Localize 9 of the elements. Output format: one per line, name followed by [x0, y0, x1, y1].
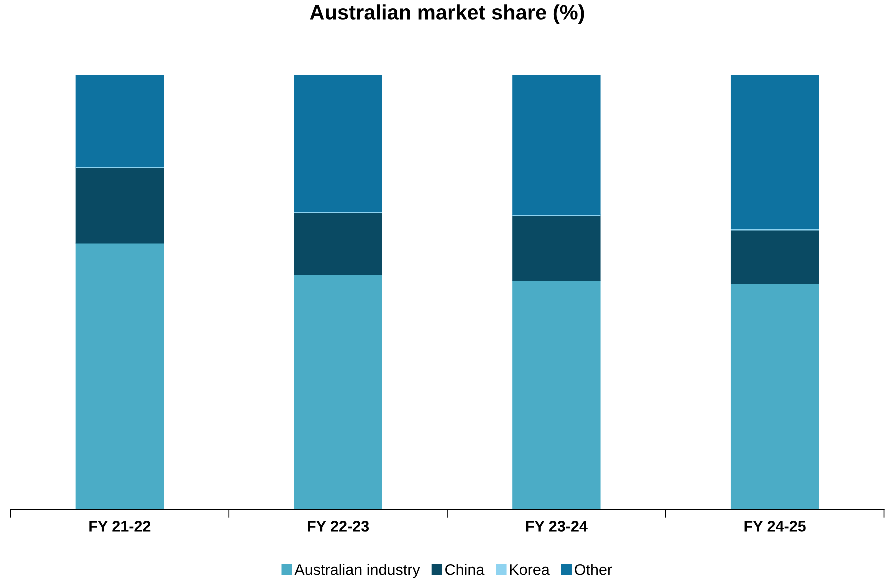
x-tick-label: FY 24-25: [744, 521, 806, 532]
chart-title: Australian market share (%): [310, 4, 584, 24]
legend-label: China: [446, 564, 485, 576]
x-tick-label: FY 21-22: [90, 521, 151, 532]
legend-label: Other: [575, 564, 612, 576]
x-tick-label: FY 23-24: [526, 521, 588, 532]
legend-label: Korea: [510, 564, 550, 576]
x-tick-label: FY 22-23: [308, 521, 370, 532]
legend-label: Australian industry: [294, 564, 420, 578]
